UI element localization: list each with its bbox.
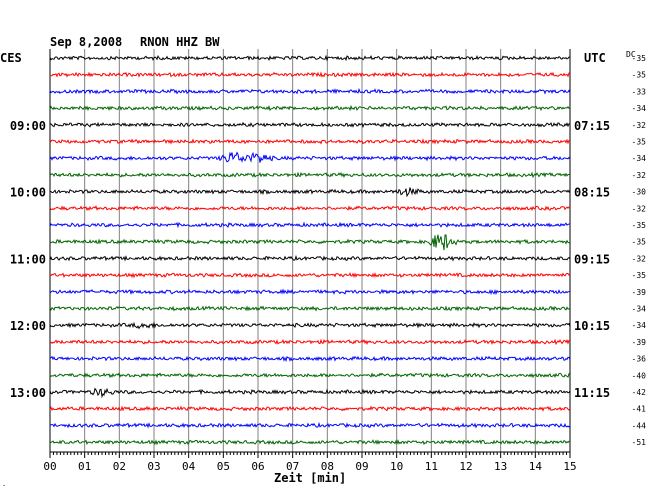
trace-row-23: [49, 439, 571, 446]
trace-row-9: [49, 205, 571, 212]
left-time-label: 10:00: [10, 186, 46, 200]
dc-offset-label: -35: [632, 271, 647, 280]
left-time-label: 13:00: [10, 386, 46, 400]
x-tick-label: 01: [78, 460, 91, 473]
dc-offset-label: -34: [632, 321, 647, 330]
chart-station: RNON HHZ BW: [140, 35, 220, 49]
trace-row-11: [49, 234, 571, 251]
trace-row-17: [49, 338, 571, 346]
x-tick-label: 07: [286, 460, 299, 473]
dc-offset-label: -44: [632, 421, 647, 430]
x-tick-label: 12: [459, 460, 472, 473]
dc-offset-label: -42: [632, 388, 647, 397]
x-tick-label: 05: [217, 460, 230, 473]
x-tick-label: 06: [251, 460, 264, 473]
dc-offset-label: -32: [632, 204, 647, 213]
x-tick-label: 15: [563, 460, 576, 473]
dc-offset-label: -35: [632, 138, 647, 147]
x-tick-label: 04: [182, 460, 196, 473]
right-time-label: 08:15: [574, 186, 610, 200]
dc-offset-label: -32: [632, 254, 647, 263]
trace-row-6: [49, 151, 571, 164]
trace-row-19: [49, 372, 571, 379]
dc-offset-label: -35: [632, 71, 647, 80]
right-time-label: 11:15: [574, 386, 610, 400]
dc-offset-label: -33: [632, 87, 647, 96]
trace-row-4: [49, 121, 571, 129]
dc-offset-label: -34: [632, 305, 647, 314]
right-time-label: 09:15: [574, 252, 610, 266]
dc-offset-label: -39: [632, 338, 647, 347]
trace-row-7: [49, 171, 571, 179]
seismic-traces: [49, 54, 571, 446]
left-time-label: 09:00: [10, 119, 46, 133]
x-tick-label: 11: [425, 460, 438, 473]
left-timezone-label: CES: [0, 51, 22, 65]
trace-row-1: [49, 71, 571, 78]
right-timezone-label: UTC: [584, 51, 606, 65]
x-axis: 00 01 02 03 04 05 06 07 08 09 10 11 12 13 14 15: [43, 451, 577, 473]
trace-row-15: [49, 305, 571, 312]
time-labels: 09:00 10:00 11:00 12:00 13:00 07:15 08:15 09:15…: [2, 54, 646, 490]
dc-offset-label: -40: [632, 371, 647, 380]
grid-lines: [49, 49, 571, 452]
dc-offset-label: -35: [632, 54, 647, 63]
trace-row-18: [49, 355, 571, 363]
trace-row-21: [49, 405, 571, 412]
trace-row-14: [49, 288, 571, 296]
x-tick-label: 13: [494, 460, 507, 473]
trace-row-3: [49, 104, 571, 112]
right-time-label: 10:15: [574, 319, 610, 333]
trace-row-22: [49, 421, 571, 429]
dc-offset-label: -36: [632, 355, 647, 364]
trace-row-16: [49, 321, 571, 330]
corner-mark: ·: [2, 482, 6, 490]
dc-offset-label: -34: [632, 104, 647, 113]
trace-row-5: [49, 138, 571, 145]
x-tick-label: 02: [113, 460, 126, 473]
trace-row-13: [49, 272, 571, 279]
dc-offset-label: -34: [632, 154, 647, 163]
x-tick-label: 00: [43, 460, 56, 473]
x-tick-label: 10: [390, 460, 403, 473]
dc-offset-label: -41: [632, 405, 647, 414]
trace-row-8: [49, 187, 571, 198]
right-time-label: 07:15: [574, 119, 610, 133]
trace-row-2: [49, 87, 571, 95]
dc-offset-label: -32: [632, 171, 647, 180]
trace-row-10: [49, 221, 571, 229]
trace-row-0: [49, 54, 571, 62]
x-tick-label: 03: [147, 460, 160, 473]
x-tick-label: 08: [321, 460, 334, 473]
dc-label: DC: [626, 50, 636, 59]
dc-offset-label: -35: [632, 221, 647, 230]
dc-offset-label: -30: [632, 188, 647, 197]
chart-date: Sep 8,2008: [50, 35, 122, 49]
dc-offset-label: -35: [632, 238, 647, 247]
trace-row-20: [49, 387, 571, 399]
trace-row-12: [49, 254, 571, 262]
x-axis-label: Zeit [min]: [274, 471, 346, 485]
left-time-label: 12:00: [10, 319, 46, 333]
x-tick-label: 14: [529, 460, 543, 473]
left-time-label: 11:00: [10, 252, 46, 266]
dc-offset-label: -39: [632, 288, 647, 297]
x-tick-label: 09: [355, 460, 368, 473]
dc-offset-label: -51: [632, 438, 647, 447]
dc-offset-label: -32: [632, 121, 647, 130]
